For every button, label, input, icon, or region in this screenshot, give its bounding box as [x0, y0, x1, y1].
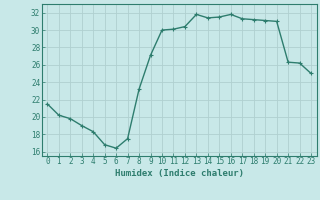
X-axis label: Humidex (Indice chaleur): Humidex (Indice chaleur) [115, 169, 244, 178]
